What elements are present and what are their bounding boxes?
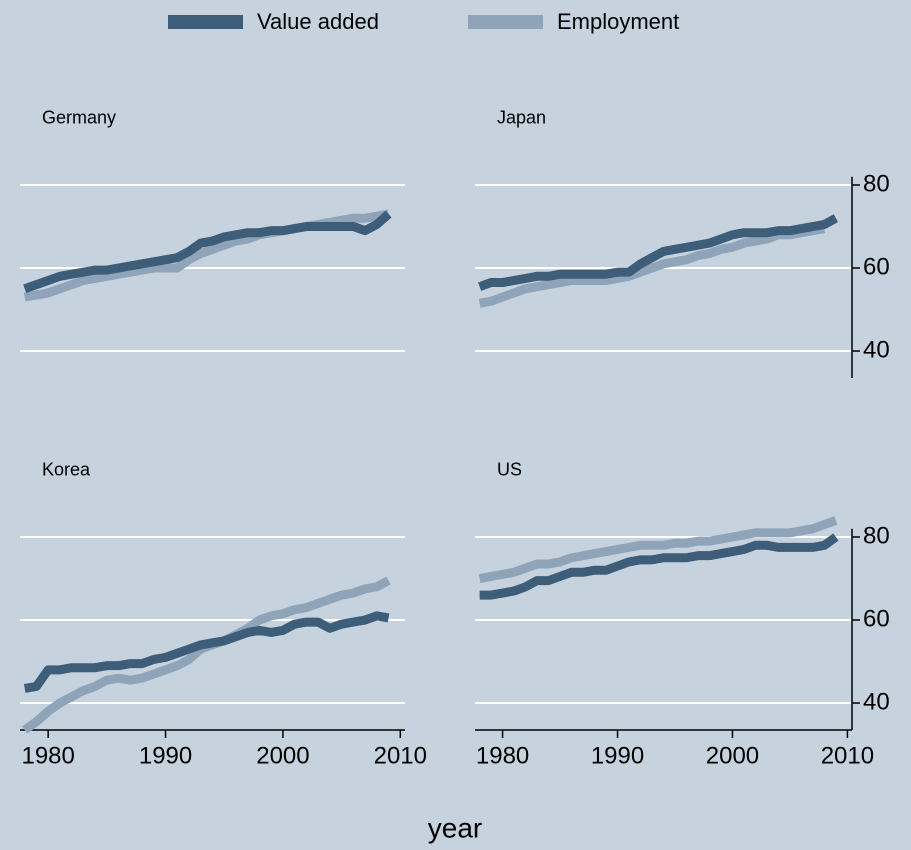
- line-series: [23, 611, 390, 693]
- x-axis-label: year: [428, 812, 482, 843]
- line-series: [478, 224, 826, 308]
- y-tick-label: 40: [863, 688, 890, 715]
- y-tick-label: 80: [863, 170, 890, 197]
- line-series: [479, 533, 839, 600]
- line-series: [23, 210, 392, 294]
- y-tick-label: 60: [863, 253, 890, 280]
- line-series: [478, 516, 838, 583]
- x-tick-label: 1980: [476, 742, 529, 769]
- x-tick-label: 2010: [374, 742, 427, 769]
- panel-title: Korea: [42, 459, 91, 479]
- panel-title: Japan: [497, 107, 546, 127]
- x-tick-label: 1980: [21, 742, 74, 769]
- line-series: [478, 214, 839, 291]
- x-tick-label: 2000: [256, 742, 309, 769]
- panel-title: US: [497, 459, 522, 479]
- y-tick-label: 60: [863, 605, 890, 632]
- panel-title: Germany: [42, 107, 116, 127]
- y-tick-label: 80: [863, 522, 890, 549]
- legend-swatch: [168, 15, 243, 29]
- x-tick-label: 1990: [591, 742, 644, 769]
- x-tick-label: 1990: [139, 742, 192, 769]
- x-tick-label: 2000: [706, 742, 759, 769]
- y-tick-label: 40: [863, 336, 890, 363]
- legend-swatch: [468, 15, 543, 29]
- x-tick-label: 2010: [821, 742, 874, 769]
- legend-label: Value added: [257, 9, 379, 34]
- legend-label: Employment: [557, 9, 679, 34]
